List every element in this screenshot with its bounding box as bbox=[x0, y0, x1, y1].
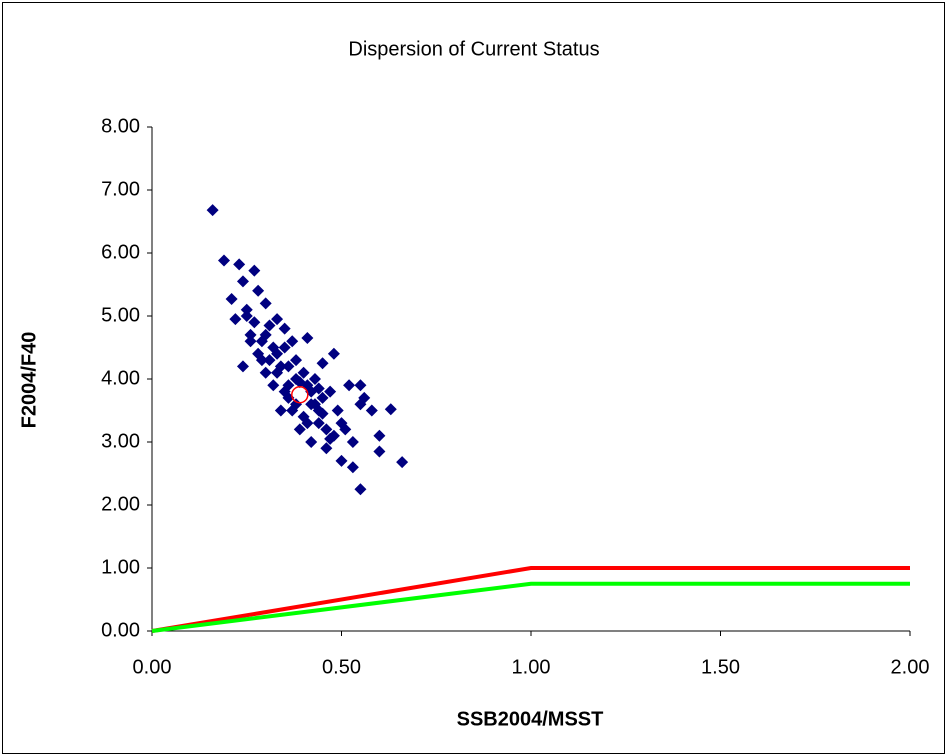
chart-title: Dispersion of Current Status bbox=[348, 38, 599, 60]
y-tick-label: 1.00 bbox=[101, 556, 140, 578]
y-tick-label: 2.00 bbox=[101, 493, 140, 515]
scatter-point bbox=[236, 275, 249, 288]
scatter-point bbox=[206, 204, 219, 217]
scatter-point bbox=[339, 423, 352, 436]
scatter-point bbox=[259, 328, 272, 341]
scatter-point bbox=[297, 366, 310, 379]
scatter-point bbox=[396, 456, 409, 469]
scatter-point bbox=[271, 366, 284, 379]
scatter-point bbox=[286, 404, 299, 417]
scatter-point bbox=[274, 404, 287, 417]
scatter-point bbox=[358, 391, 371, 404]
scatter-point bbox=[252, 284, 265, 297]
y-tick-label: 7.00 bbox=[101, 178, 140, 200]
x-tick-label: 0.00 bbox=[133, 656, 172, 678]
scatter-point bbox=[259, 297, 272, 310]
scatter-point bbox=[293, 423, 306, 436]
scatter-point bbox=[312, 382, 325, 395]
scatter-point bbox=[290, 373, 303, 385]
x-tick-label: 2.00 bbox=[891, 656, 930, 678]
scatter-point bbox=[320, 442, 333, 455]
scatter-point bbox=[229, 313, 242, 326]
scatter-point bbox=[240, 303, 253, 316]
scatter-point bbox=[316, 357, 329, 370]
y-tick-label: 6.00 bbox=[101, 241, 140, 263]
scatter-point bbox=[244, 328, 257, 341]
reference-line bbox=[151, 581, 910, 633]
scatter-point bbox=[236, 360, 249, 373]
scatter-point bbox=[373, 429, 386, 442]
y-tick-label: 0.00 bbox=[101, 619, 140, 641]
scatter-point bbox=[278, 322, 291, 335]
scatter-point bbox=[233, 258, 246, 271]
scatter-point bbox=[248, 316, 261, 329]
scatter-point bbox=[365, 404, 378, 417]
scatter-point bbox=[263, 354, 276, 367]
scatter-point bbox=[218, 254, 231, 267]
scatter-point bbox=[290, 354, 303, 367]
scatter-point bbox=[354, 483, 367, 496]
scatter-point bbox=[301, 417, 314, 430]
scatter-point bbox=[312, 417, 325, 430]
x-tick-label: 1.00 bbox=[512, 656, 551, 678]
scatter-point bbox=[305, 436, 318, 448]
scatter-point bbox=[320, 423, 333, 436]
y-tick-label: 4.00 bbox=[101, 367, 140, 389]
scatter-point bbox=[354, 379, 367, 392]
scatter-point bbox=[259, 366, 272, 379]
y-axis-label: F2004/F40 bbox=[18, 332, 40, 429]
scatter-point bbox=[252, 347, 265, 360]
y-tick-label: 5.00 bbox=[101, 304, 140, 326]
scatter-point bbox=[282, 360, 295, 373]
scatter-point bbox=[248, 264, 261, 277]
x-axis-label: SSB2004/MSST bbox=[457, 708, 604, 730]
y-tick-label: 3.00 bbox=[101, 430, 140, 452]
scatter-point bbox=[346, 461, 359, 474]
scatter-point bbox=[263, 319, 276, 332]
scatter-point bbox=[244, 335, 257, 348]
x-tick-label: 1.50 bbox=[701, 656, 740, 678]
scatter-point bbox=[225, 292, 238, 305]
scatter-point bbox=[278, 341, 291, 354]
scatter-point bbox=[271, 313, 284, 326]
scatter-point bbox=[335, 454, 348, 467]
scatter-point bbox=[240, 310, 253, 322]
scatter-point bbox=[308, 398, 321, 411]
x-tick-label: 0.50 bbox=[322, 656, 361, 678]
scatter-point bbox=[327, 347, 340, 360]
scatter-point bbox=[384, 403, 397, 416]
scatter-point bbox=[278, 385, 291, 398]
scatter-point bbox=[324, 432, 337, 445]
scatter-point bbox=[308, 373, 321, 385]
scatter-point bbox=[343, 379, 356, 392]
y-tick-label: 8.00 bbox=[101, 115, 140, 137]
scatter-point bbox=[373, 445, 386, 458]
scatter-point bbox=[346, 436, 359, 448]
scatter-point bbox=[331, 404, 344, 417]
scatter-point bbox=[286, 335, 299, 348]
mean-point bbox=[291, 386, 309, 404]
scatter-point bbox=[301, 332, 314, 345]
scatter-point bbox=[324, 385, 337, 398]
scatter-point bbox=[316, 407, 329, 420]
scatter-point bbox=[271, 347, 284, 360]
scatter-point bbox=[316, 391, 329, 404]
reference-line bbox=[151, 566, 910, 633]
scatter-point bbox=[267, 379, 280, 392]
